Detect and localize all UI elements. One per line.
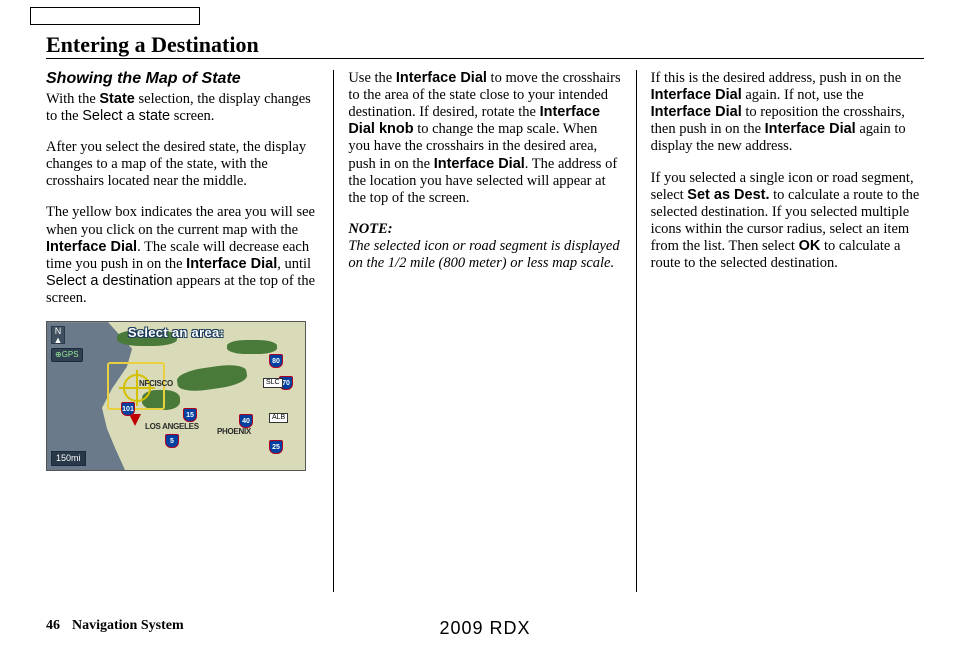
- paragraph: If you selected a single icon or road se…: [651, 170, 924, 273]
- footer-section-name: Navigation System: [72, 618, 184, 634]
- map-pin-icon: [129, 414, 141, 426]
- text: The yellow box indicates the area you wi…: [46, 204, 315, 237]
- paragraph: The yellow box indicates the area you wi…: [46, 204, 319, 307]
- title-rule: [46, 58, 924, 59]
- interstate-shield-icon: 25: [269, 440, 283, 454]
- bold-term: Interface Dial: [651, 87, 742, 103]
- interstate-shield-icon: 15: [183, 408, 197, 422]
- compass-icon: N▲: [51, 326, 65, 344]
- paragraph: Use the Interface Dial to move the cross…: [348, 70, 621, 207]
- scale-badge: 150mi: [51, 451, 86, 466]
- bold-term: Interface Dial: [186, 256, 277, 272]
- map-terrain: [227, 340, 277, 354]
- text: again. If not, use the: [742, 87, 864, 103]
- city-label: PHOENIX: [217, 427, 251, 436]
- map-screenshot: Select an area: N▲ ⊕GPS 150mi NFCISCO LO…: [46, 321, 306, 471]
- bold-term: State: [99, 91, 134, 107]
- gps-badge: ⊕GPS: [51, 348, 83, 361]
- paragraph: If this is the desired address, push in …: [651, 70, 924, 156]
- page-number: 46: [46, 618, 60, 634]
- text: Use the: [348, 70, 396, 86]
- interstate-shield-icon: 5: [165, 434, 179, 448]
- city-badge: ALB: [269, 413, 288, 423]
- bold-term: Interface Dial: [651, 104, 742, 120]
- interstate-shield-icon: 101: [121, 402, 135, 416]
- column-3: If this is the desired address, push in …: [637, 70, 924, 592]
- text: screen.: [170, 108, 214, 124]
- city-label: LOS ANGELES: [145, 422, 199, 431]
- map-terrain: [176, 362, 248, 394]
- paragraph: After you select the desired state, the …: [46, 139, 319, 190]
- text: , until: [277, 256, 311, 272]
- note-block: NOTE: The selected icon or road segment …: [348, 221, 621, 272]
- page-title: Entering a Destination: [46, 32, 259, 58]
- interstate-shield-icon: 80: [269, 354, 283, 368]
- ui-term: Select a destination: [46, 273, 173, 289]
- compass-arrow: ▲: [54, 335, 63, 345]
- content-columns: Showing the Map of State With the State …: [46, 70, 924, 592]
- bold-term: OK: [799, 238, 821, 254]
- ui-term: Select a state: [82, 108, 170, 124]
- map-land: [47, 322, 305, 470]
- city-badge: SLC: [263, 378, 283, 388]
- footer: 46 Navigation System 2009 RDX: [46, 618, 924, 634]
- text: If this is the desired address, push in …: [651, 70, 902, 86]
- bold-term: Set as Dest.: [687, 187, 769, 203]
- city-label: NFCISCO: [139, 379, 173, 388]
- paragraph: With the State selection, the display ch…: [46, 91, 319, 125]
- footer-model: 2009 RDX: [439, 618, 530, 639]
- text: With the: [46, 91, 99, 107]
- map-title: Select an area:: [47, 325, 305, 340]
- bold-term: Interface Dial: [765, 121, 856, 137]
- column-2: Use the Interface Dial to move the cross…: [334, 70, 635, 592]
- note-body: The selected icon or road segment is dis…: [348, 238, 621, 272]
- subheading: Showing the Map of State: [46, 70, 319, 89]
- column-1: Showing the Map of State With the State …: [46, 70, 333, 592]
- bold-term: Interface Dial: [396, 70, 487, 86]
- bold-term: Interface Dial: [434, 156, 525, 172]
- interstate-shield-icon: 40: [239, 414, 253, 428]
- bold-term: Interface Dial: [46, 239, 137, 255]
- note-label: NOTE:: [348, 221, 621, 238]
- header-box: [30, 7, 200, 25]
